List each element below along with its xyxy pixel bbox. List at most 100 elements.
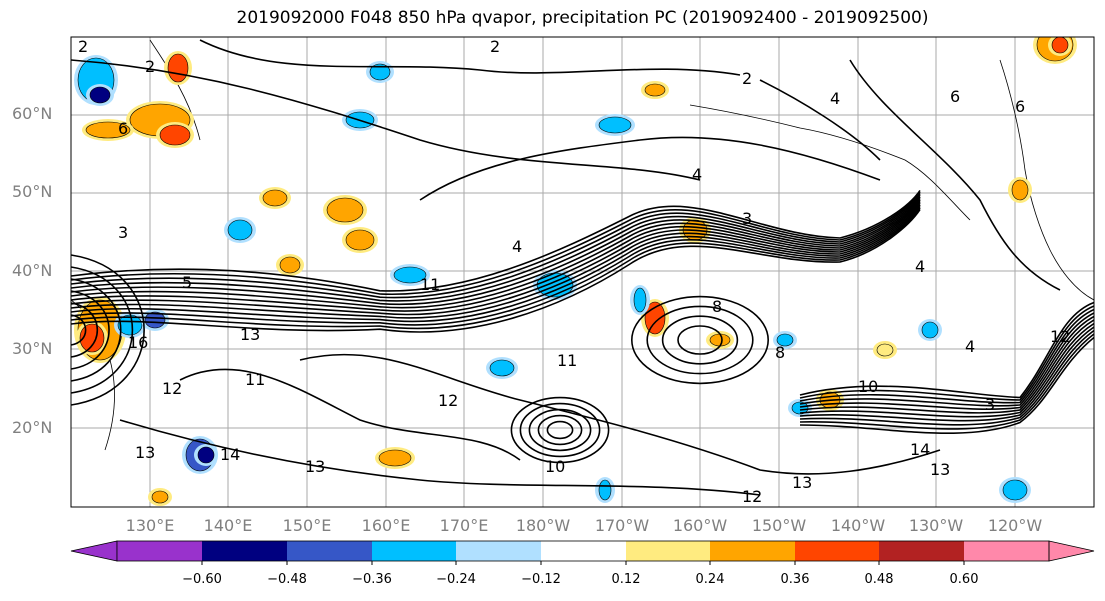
precip-shade	[489, 359, 515, 377]
contour-value-label: 5	[182, 273, 192, 292]
contour-line	[519, 402, 601, 458]
contour-line	[799, 312, 1094, 407]
contour-value-label: 4	[965, 337, 975, 356]
colorbar-segment	[372, 541, 456, 561]
colorbar-segment	[287, 541, 372, 561]
contour-value-label: 13	[135, 443, 155, 462]
colorbar-tick-label: −0.60	[182, 572, 222, 587]
contour-line	[799, 336, 1094, 434]
contour-line	[71, 199, 921, 312]
contour-labels: 2 2 2 2 3 3 3 4 4 4 4 4 5 6 6 6 8 8 10 10 11 11 11 12 12 12 12 13 13…	[78, 37, 1070, 506]
contour-line	[759, 79, 881, 161]
colorbar-segment	[202, 541, 287, 561]
contour-line	[799, 315, 1094, 410]
precip-shade	[598, 479, 612, 501]
precip-shade	[151, 490, 169, 504]
contour-line	[71, 197, 921, 309]
colorbar-extend-high	[1048, 540, 1095, 562]
contour-line	[71, 193, 921, 299]
contour-value-label: 2	[78, 37, 88, 56]
contour-line	[71, 202, 921, 319]
lon-label: 140°E	[203, 516, 253, 535]
contour-line	[71, 314, 87, 346]
colorbar-segment	[879, 541, 964, 561]
contour-line	[799, 329, 1094, 426]
precip-shade	[598, 116, 632, 134]
contour-value-label: 12	[438, 391, 458, 410]
colorbar-segment	[541, 541, 626, 561]
precip-shade	[369, 63, 391, 81]
lon-label: 160°W	[672, 516, 728, 535]
contour-line	[199, 39, 741, 76]
contour-line	[119, 419, 761, 496]
precip-shade	[89, 86, 111, 104]
contour-value-label: 4	[915, 257, 925, 276]
lon-label: 180°W	[515, 516, 571, 535]
contour-line	[71, 194, 921, 302]
precip-shade	[393, 266, 427, 284]
contour-line	[537, 414, 583, 446]
contour-line	[849, 59, 1061, 291]
contour-line	[661, 315, 739, 365]
contour-value-label: 11	[557, 351, 577, 370]
precip-shade	[791, 401, 809, 415]
contour-value-label: 6	[1015, 97, 1025, 116]
contour-line	[510, 396, 610, 464]
precip-shade	[921, 321, 939, 339]
colorbar-segment	[117, 541, 202, 561]
contour-line	[799, 322, 1094, 418]
contour-line	[799, 301, 1094, 399]
lat-label: 20°N	[12, 418, 53, 437]
precip-shade	[644, 83, 666, 97]
contour-value-label: 11	[245, 370, 265, 389]
lon-label: 130°W	[908, 516, 964, 535]
precip-shade	[1051, 37, 1069, 54]
contour-value-label: 14	[910, 440, 930, 459]
contour-line	[799, 326, 1094, 422]
contour-line	[71, 59, 701, 181]
precip-shade	[159, 124, 191, 146]
contour-line	[419, 136, 881, 201]
colorbar-segment	[456, 541, 541, 561]
contour-line	[71, 191, 921, 296]
contour-value-label: 10	[545, 457, 565, 476]
contour-line	[299, 353, 941, 475]
colorbar-tick-label: 0.48	[864, 572, 894, 587]
contour-line	[799, 305, 1094, 401]
contour-value-label: 13	[930, 460, 950, 479]
precip-shade	[1002, 479, 1028, 501]
contour-value-label: 2	[145, 57, 155, 76]
contour-value-label: 6	[950, 87, 960, 106]
contour-value-label: 4	[830, 89, 840, 108]
lat-label: 30°N	[12, 339, 53, 358]
chart-title: 2019092000 F048 850 hPa qvapor, precipit…	[236, 8, 929, 28]
precip-shade	[85, 121, 131, 139]
contour-value-label: 12	[1050, 327, 1070, 346]
colorbar-tick-label: 0.36	[780, 572, 810, 587]
lon-label: 120°W	[987, 516, 1043, 535]
lat-label: 60°N	[12, 104, 53, 123]
contour-value-label: 13	[305, 457, 325, 476]
precip-shade	[167, 53, 189, 83]
contour-line	[71, 205, 921, 326]
contour-line	[677, 325, 723, 355]
colorbar-tick-label: −0.36	[352, 572, 392, 587]
lon-label: 150°W	[751, 516, 807, 535]
contour-value-label: 11	[420, 275, 440, 294]
lon-label: 170°E	[439, 516, 489, 535]
contour-value-label: 8	[712, 297, 722, 316]
colorbar-outline	[116, 540, 1050, 562]
contour-value-label: 3	[985, 395, 995, 414]
contour-line	[71, 290, 110, 370]
colorbar-segment	[710, 541, 795, 561]
contour-line	[71, 201, 921, 316]
precip-shade	[279, 256, 301, 274]
lat-label: 50°N	[12, 182, 53, 201]
precip-shade	[709, 333, 731, 347]
contour-line	[799, 333, 1094, 430]
qvapor-contours	[71, 39, 1094, 496]
colorbar-tick-label: −0.12	[521, 572, 561, 587]
colorbar-segment	[964, 541, 1049, 561]
plot-frame	[70, 36, 1095, 508]
precip-shade	[262, 189, 288, 207]
